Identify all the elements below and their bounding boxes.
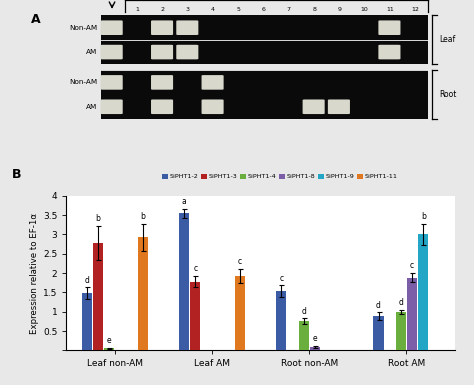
Text: 2: 2	[161, 7, 164, 12]
Text: B: B	[12, 168, 21, 181]
Text: c: c	[279, 274, 283, 283]
FancyBboxPatch shape	[151, 20, 173, 35]
Bar	[138, 237, 148, 350]
Text: A: A	[31, 13, 41, 26]
FancyBboxPatch shape	[151, 45, 173, 59]
Text: d: d	[84, 276, 90, 285]
Text: 1: 1	[136, 7, 139, 12]
FancyBboxPatch shape	[100, 75, 123, 90]
Text: AM: AM	[86, 104, 98, 110]
Text: c: c	[193, 264, 197, 273]
Bar	[276, 291, 286, 350]
Text: e: e	[312, 335, 317, 343]
Bar	[407, 278, 417, 350]
FancyBboxPatch shape	[101, 70, 428, 94]
Text: d: d	[376, 301, 381, 310]
Bar	[235, 276, 245, 350]
Bar	[418, 234, 428, 350]
Bar	[396, 312, 406, 350]
Text: 11: 11	[386, 7, 394, 12]
Text: 6: 6	[262, 7, 265, 12]
Text: 4: 4	[211, 7, 215, 12]
Y-axis label: Expression relative to EF-1α: Expression relative to EF-1α	[30, 213, 39, 334]
FancyBboxPatch shape	[378, 45, 401, 59]
Text: d: d	[301, 306, 306, 316]
FancyBboxPatch shape	[101, 94, 428, 119]
FancyBboxPatch shape	[100, 99, 123, 114]
Text: 12: 12	[411, 7, 419, 12]
FancyBboxPatch shape	[378, 20, 401, 35]
Text: Non-AM: Non-AM	[69, 79, 98, 85]
FancyBboxPatch shape	[201, 99, 224, 114]
FancyBboxPatch shape	[176, 45, 198, 59]
Text: 8: 8	[312, 7, 316, 12]
Text: c: c	[238, 257, 242, 266]
FancyBboxPatch shape	[328, 99, 350, 114]
Text: b: b	[96, 214, 100, 223]
Text: 7: 7	[287, 7, 291, 12]
Bar	[310, 347, 320, 350]
Text: 10: 10	[361, 7, 369, 12]
Text: 9: 9	[337, 7, 341, 12]
Bar	[93, 243, 103, 350]
Text: a: a	[182, 197, 187, 206]
FancyBboxPatch shape	[151, 75, 173, 90]
Text: c: c	[410, 261, 414, 270]
Text: d: d	[399, 298, 403, 307]
Bar	[104, 348, 115, 350]
FancyBboxPatch shape	[302, 99, 325, 114]
FancyBboxPatch shape	[201, 75, 224, 90]
Bar	[374, 316, 383, 350]
Text: Non-AM: Non-AM	[69, 25, 98, 30]
Text: b: b	[140, 212, 146, 221]
Text: 3: 3	[186, 7, 190, 12]
Text: AM: AM	[86, 49, 98, 55]
Legend: SiPHT1-2, SiPHT1-3, SiPHT1-4, SiPHT1-8, SiPHT1-9, SiPHT1-11: SiPHT1-2, SiPHT1-3, SiPHT1-4, SiPHT1-8, …	[160, 171, 401, 182]
Bar	[299, 321, 309, 350]
Bar	[82, 293, 92, 350]
FancyBboxPatch shape	[176, 20, 198, 35]
FancyBboxPatch shape	[101, 40, 428, 64]
FancyBboxPatch shape	[151, 99, 173, 114]
Text: e: e	[107, 336, 112, 345]
Bar	[179, 213, 189, 350]
Text: Leaf: Leaf	[439, 35, 456, 44]
FancyBboxPatch shape	[100, 20, 123, 35]
Text: Root: Root	[439, 90, 456, 99]
Text: b: b	[421, 212, 426, 221]
Bar	[190, 281, 201, 350]
Text: 5: 5	[237, 7, 240, 12]
FancyBboxPatch shape	[101, 15, 428, 40]
FancyBboxPatch shape	[100, 45, 123, 59]
